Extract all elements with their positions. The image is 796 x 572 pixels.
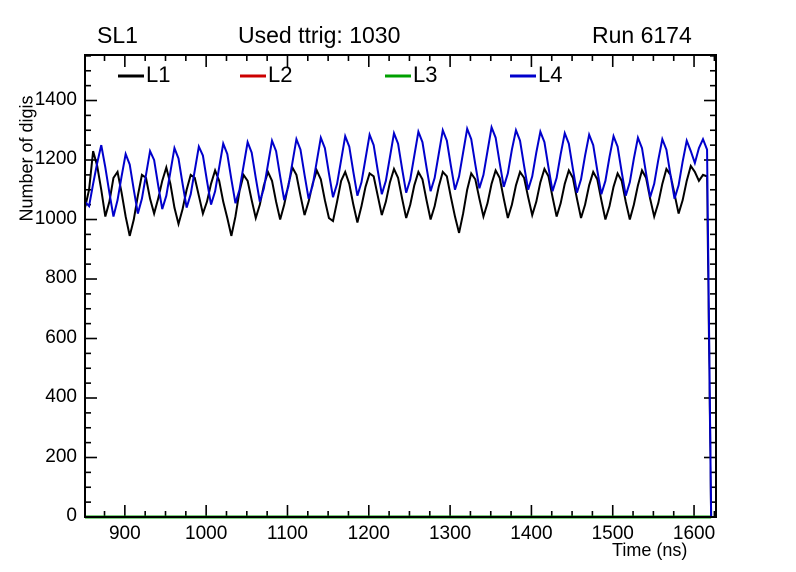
axis-tick-marks [85, 55, 716, 518]
data-series-layer [84, 123, 716, 519]
y-tick-label: 0 [66, 505, 77, 526]
legend-label-l3: L3 [413, 62, 438, 87]
x-tick-label: 1200 [347, 523, 390, 544]
y-tick-label: 800 [45, 267, 77, 288]
superlayer-label: SL1 [97, 22, 138, 48]
series-line-l4 [84, 123, 713, 518]
series-line-l1 [84, 150, 716, 518]
x-axis-title: Time (ns) [612, 540, 688, 560]
y-tick-label: 200 [45, 445, 77, 467]
x-tick-label: 1500 [591, 523, 634, 544]
y-tick-label: 1200 [34, 148, 77, 169]
y-tick-label: 600 [45, 326, 77, 348]
y-tick-label: 1400 [34, 88, 77, 110]
x-tick-label: 1300 [428, 523, 472, 544]
legend-label-l1: L1 [146, 62, 171, 87]
plot-frame-border [84, 54, 717, 518]
run-label: Run 6174 [592, 22, 692, 48]
x-tick-label: 1100 [267, 523, 308, 544]
legend-label-l2: L2 [268, 62, 293, 87]
legend-label-l4: L4 [538, 62, 563, 87]
ttrig-label: Used ttrig: 1030 [238, 22, 401, 48]
y-tick-label: 400 [45, 386, 77, 407]
x-tick-label: 1000 [185, 523, 228, 544]
x-tick-label: 900 [108, 523, 141, 544]
x-tick-label: 1600 [672, 523, 716, 544]
y-tick-label: 1000 [34, 207, 77, 229]
x-tick-label: 1400 [510, 523, 553, 544]
